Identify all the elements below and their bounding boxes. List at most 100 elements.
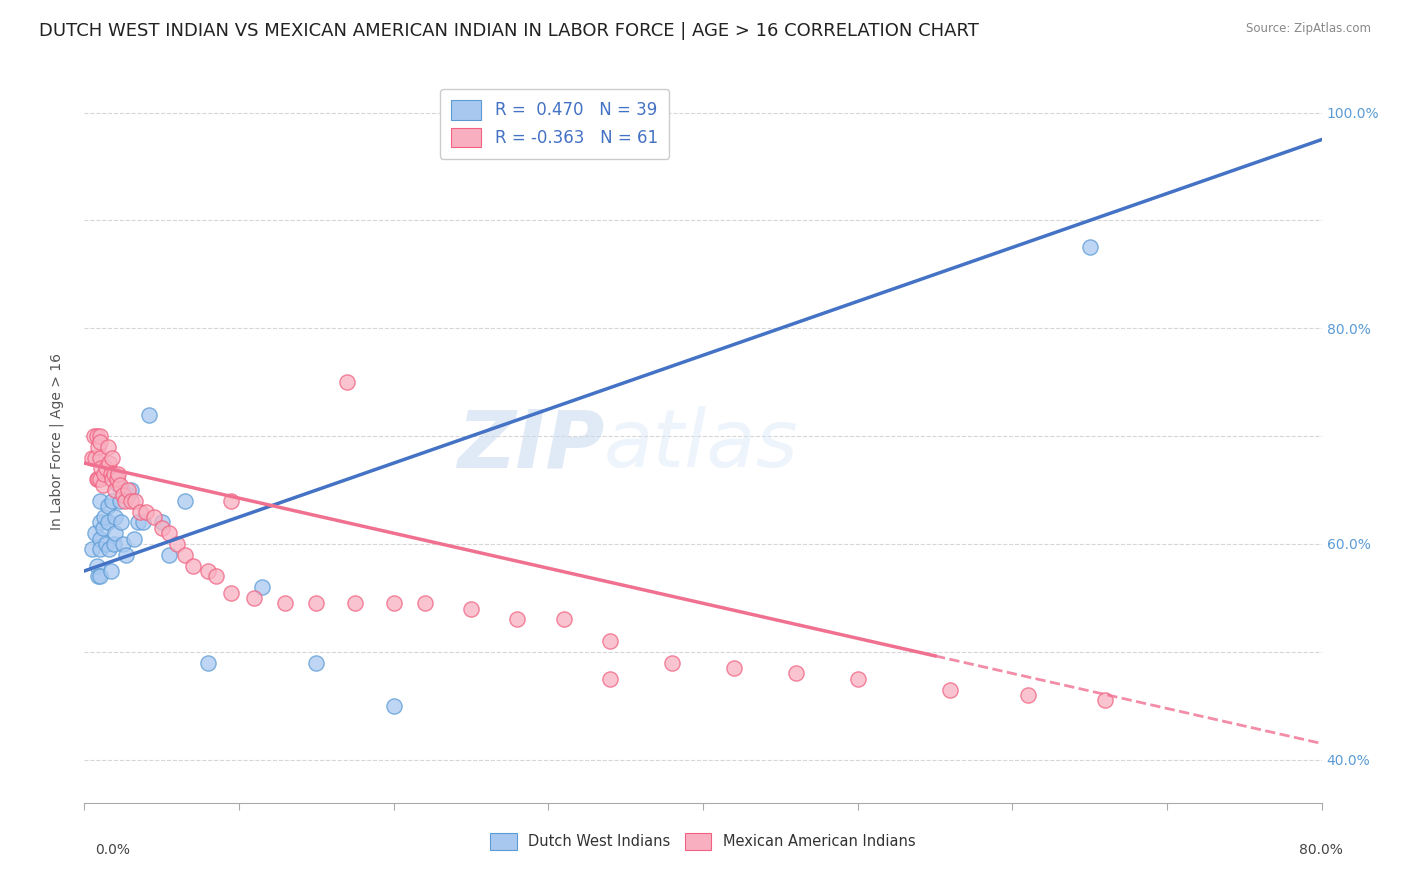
Point (553, 612, 575, 626)
Point (599, 672, 621, 686)
Point (305, 656, 328, 670)
Point (120, 493, 142, 508)
Point (181, 558, 204, 573)
Point (108, 493, 131, 508)
Point (127, 516, 149, 530)
Point (89, 493, 111, 508)
Point (939, 682, 962, 697)
Point (104, 483, 127, 497)
Y-axis label: In Labor Force | Age > 16: In Labor Force | Age > 16 (49, 353, 63, 530)
Point (87, 440, 110, 454)
Point (336, 376, 359, 390)
Point (382, 698, 405, 713)
Point (112, 537, 135, 551)
Point (91, 521, 114, 535)
Point (93, 510, 115, 524)
Point (785, 666, 807, 681)
Point (846, 672, 869, 686)
Point (122, 532, 145, 546)
Point (89, 532, 111, 546)
Point (599, 634, 621, 648)
Point (87, 472, 110, 486)
Point (205, 569, 228, 583)
Point (243, 591, 266, 605)
Point (84, 526, 107, 541)
Point (101, 472, 124, 486)
Point (100, 467, 122, 481)
Point (115, 548, 138, 562)
Point (93, 467, 115, 481)
Point (661, 656, 683, 670)
Point (197, 564, 219, 578)
Point (104, 526, 127, 541)
Point (89, 516, 111, 530)
Text: ZIP: ZIP (457, 406, 605, 484)
Point (382, 596, 405, 610)
Point (82, 450, 104, 465)
Point (219, 585, 242, 599)
Point (96, 500, 118, 514)
Text: 80.0%: 80.0% (1299, 843, 1343, 857)
Point (174, 548, 197, 562)
Point (132, 516, 155, 530)
Point (89, 434, 111, 449)
Point (86, 472, 108, 486)
Point (124, 493, 146, 508)
Point (101, 450, 124, 465)
Point (117, 483, 139, 497)
Point (143, 510, 166, 524)
Point (197, 656, 219, 670)
Point (138, 408, 160, 422)
Point (90, 461, 112, 475)
Point (86, 429, 108, 443)
Point (112, 488, 135, 502)
Point (94, 461, 117, 475)
Point (86, 558, 108, 573)
Point (460, 601, 482, 615)
Point (87, 569, 110, 583)
Point (89, 429, 111, 443)
Point (159, 526, 180, 541)
Point (82, 542, 104, 557)
Point (96, 516, 118, 530)
Point (120, 483, 142, 497)
Text: DUTCH WEST INDIAN VS MEXICAN AMERICAN INDIAN IN LABOR FORCE | AGE > 16 CORRELATI: DUTCH WEST INDIAN VS MEXICAN AMERICAN IN… (39, 22, 979, 40)
Point (104, 510, 127, 524)
Point (89, 569, 111, 583)
Point (110, 516, 132, 530)
Point (114, 493, 136, 508)
Point (98, 542, 121, 557)
Point (105, 472, 128, 486)
Point (274, 596, 297, 610)
Point (117, 488, 139, 502)
Text: atlas: atlas (605, 406, 799, 484)
Point (506, 612, 529, 626)
Point (159, 548, 180, 562)
Point (305, 596, 328, 610)
Point (1078, 240, 1101, 254)
Point (91, 477, 114, 491)
Point (101, 493, 124, 508)
Point (107, 467, 129, 481)
Legend: Dutch West Indians, Mexican American Indians: Dutch West Indians, Mexican American Ind… (484, 825, 922, 857)
Point (150, 521, 173, 535)
Point (723, 661, 745, 675)
Point (96, 440, 118, 454)
Point (103, 467, 125, 481)
Point (1017, 688, 1039, 702)
Point (107, 477, 129, 491)
Point (84, 450, 107, 465)
Point (150, 516, 173, 530)
Point (129, 505, 152, 519)
Point (98, 456, 121, 470)
Point (89, 542, 111, 557)
Point (250, 580, 273, 594)
Point (343, 596, 366, 610)
Text: 0.0%: 0.0% (96, 843, 131, 857)
Point (174, 493, 197, 508)
Point (103, 537, 125, 551)
Point (166, 537, 188, 551)
Point (1094, 693, 1116, 707)
Point (219, 493, 242, 508)
Text: Source: ZipAtlas.com: Source: ZipAtlas.com (1246, 22, 1371, 36)
